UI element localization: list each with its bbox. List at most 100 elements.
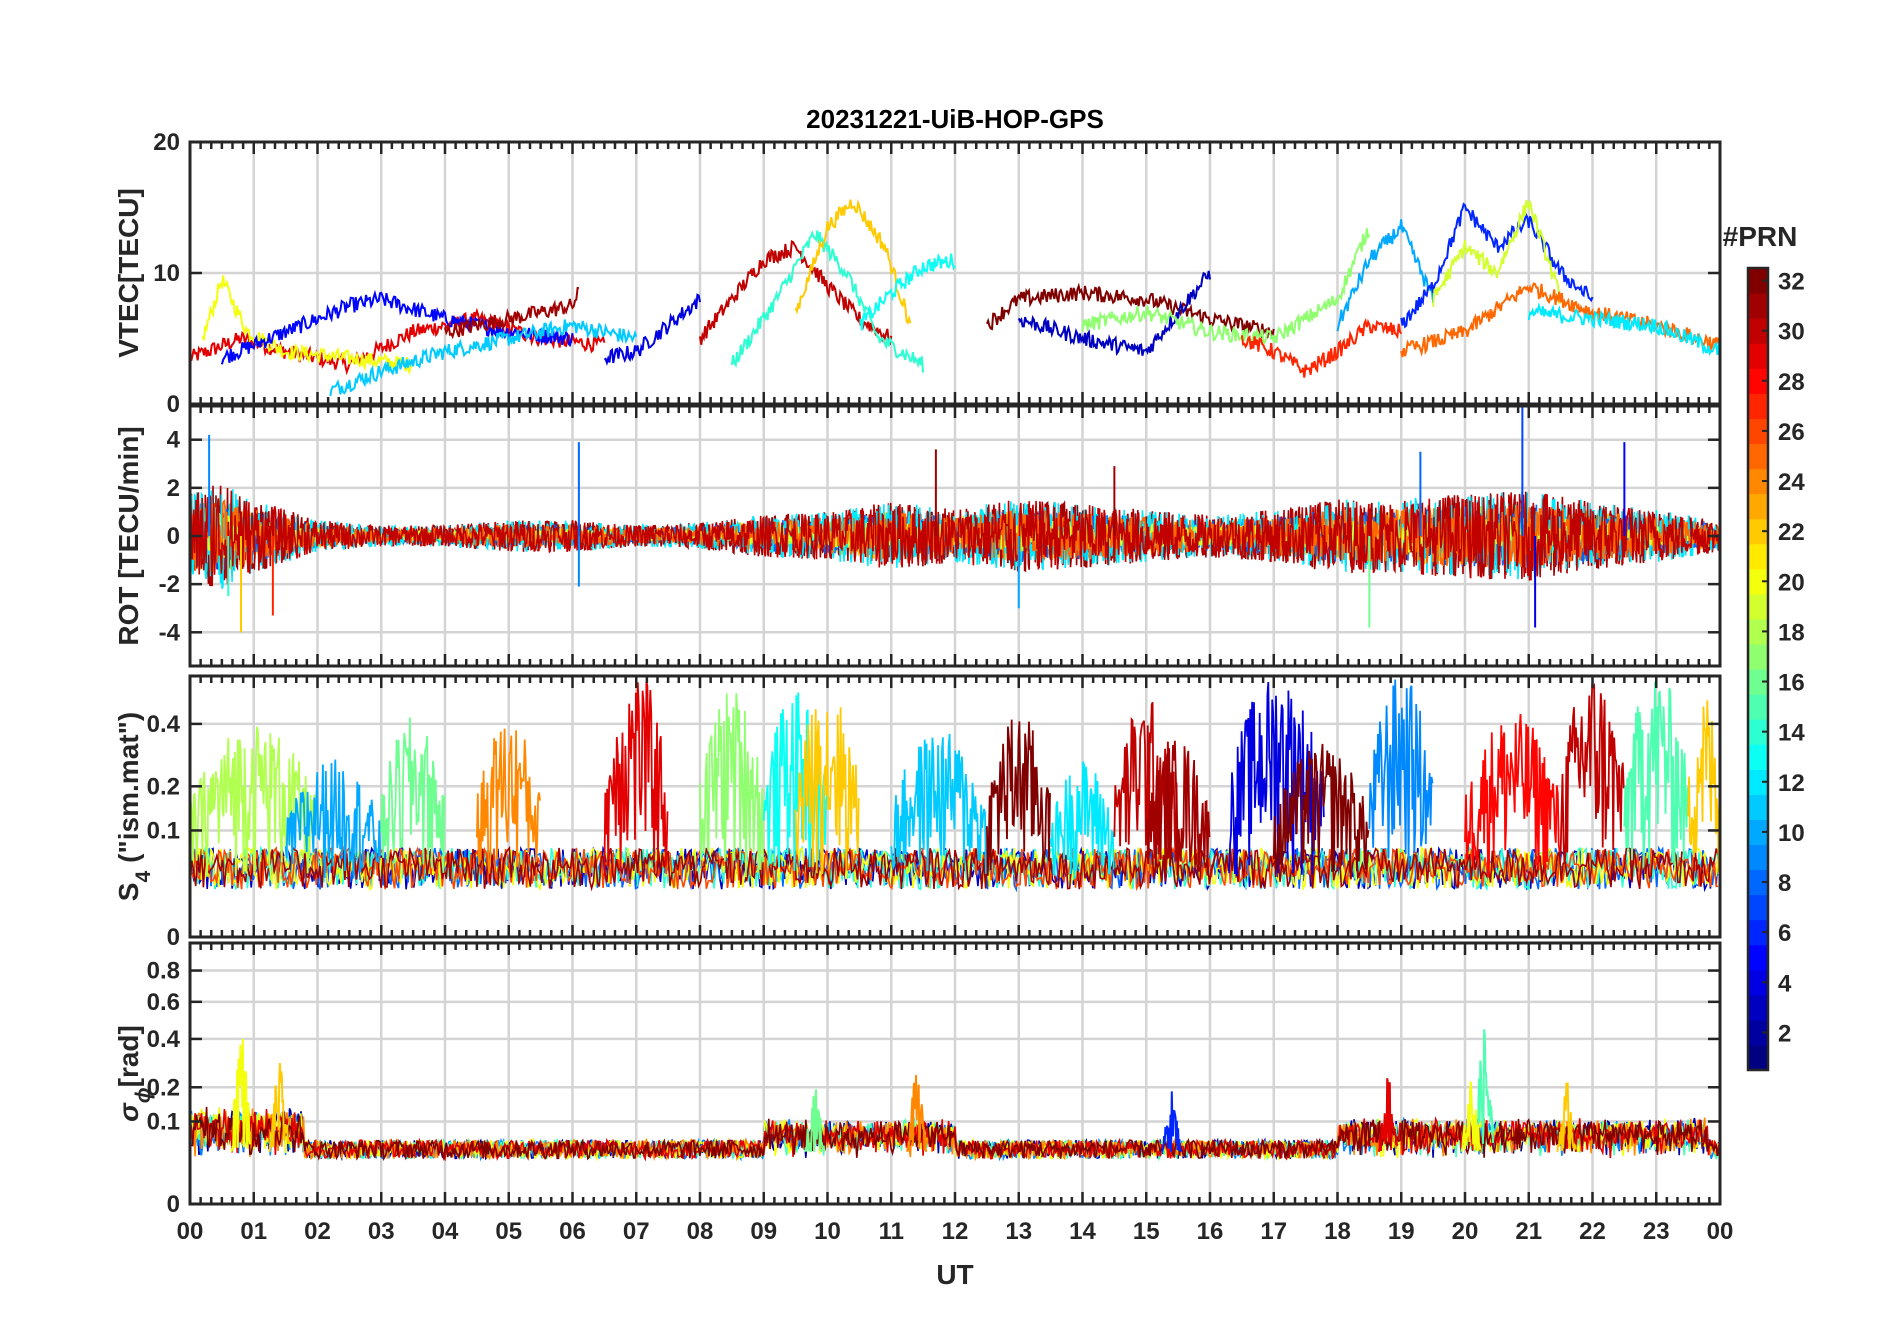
- colorbar-swatch-prn-11: [1748, 794, 1768, 820]
- s4-burst-prn-12: [1049, 761, 1115, 879]
- series-prn-31: [444, 287, 579, 340]
- y-tick-label: 0.2: [147, 1074, 180, 1101]
- colorbar-swatch-prn-31: [1748, 293, 1768, 319]
- x-tick-label: 00: [177, 1218, 204, 1245]
- y-tick-label: 0: [167, 1191, 180, 1218]
- y-tick-label: 0.6: [147, 989, 180, 1016]
- colorbar-swatch-prn-25: [1748, 443, 1768, 470]
- sigma-spike-prn-16: [804, 1089, 826, 1153]
- colorbar-swatch-prn-19: [1748, 593, 1768, 620]
- y-axis-label-sigma_phi: σϕ[rad]: [113, 1025, 155, 1122]
- colorbar-tick-label: 12: [1778, 770, 1805, 797]
- x-tick-label: 21: [1515, 1218, 1542, 1245]
- sigma-spike-prn-24: [906, 1075, 928, 1153]
- colorbar-tick-label: 20: [1778, 569, 1805, 596]
- x-axis-label: UT: [936, 1259, 973, 1290]
- series-prn-27: [1240, 317, 1403, 378]
- y-tick-label: 0: [167, 391, 180, 418]
- axes-frame-sigma_phi: [188, 941, 1722, 1206]
- colorbar-swatch-prn-5: [1748, 944, 1768, 971]
- s4-burst-prn-11: [890, 733, 987, 874]
- colorbar-swatch-prn-7: [1748, 894, 1768, 921]
- y-tick-label: 0.1: [147, 817, 180, 844]
- panel-sigma_phi: 0 0.1 0.2 0.4 0.6 0.8 σϕ[rad] 00 01 02 03 04 05 06 07 0…: [113, 941, 1733, 1290]
- colorbar-swatch-prn-30: [1748, 318, 1768, 344]
- s4-burst-prn-24: [476, 728, 541, 874]
- s4-burst-prn-15: [1623, 681, 1689, 868]
- x-tick-label: 15: [1133, 1218, 1160, 1245]
- sigma-spike-prn-29: [1377, 1078, 1399, 1152]
- colorbar-tick-label: 26: [1778, 419, 1805, 446]
- series-prn-31: [190, 845, 1719, 892]
- colorbar-swatch-prn-28: [1748, 368, 1768, 394]
- colorbar-swatch-prn-13: [1748, 744, 1768, 770]
- plot-area-rot: [190, 406, 1720, 633]
- colorbar-swatch-prn-8: [1748, 869, 1768, 896]
- chart-title: 20231221-UiB-HOP-GPS: [806, 104, 1104, 134]
- y-tick-label: 2: [167, 475, 180, 502]
- colorbar-swatch-prn-4: [1748, 969, 1768, 996]
- y-label-main: S: [113, 883, 144, 902]
- series-prn-3: [1017, 270, 1211, 357]
- x-tick-label: 05: [495, 1218, 522, 1245]
- series-prn-13: [858, 252, 956, 331]
- y-label-rest: [rad]: [113, 1025, 144, 1087]
- series-prn-17: [1081, 228, 1371, 347]
- colorbar-swatch-prn-15: [1748, 694, 1768, 720]
- s4-burst-prn-28: [1464, 713, 1561, 877]
- colorbar-tick-label: 2: [1778, 1020, 1791, 1047]
- x-tick-label: 12: [942, 1218, 969, 1245]
- series-prn-14: [730, 230, 925, 373]
- colorbar-tick-label: 16: [1778, 670, 1805, 697]
- y-tick-label: 0.4: [147, 1026, 181, 1053]
- s4-burst-prn-31: [1145, 740, 1211, 877]
- x-tick-label: 20: [1452, 1218, 1479, 1245]
- y-label-sub: 4: [132, 871, 155, 883]
- colorbar-swatch-prn-17: [1748, 643, 1768, 670]
- colorbar-tick-label: 8: [1778, 870, 1791, 897]
- s4-burst-prn-18: [190, 726, 319, 877]
- plot-area-s4: [190, 679, 1720, 893]
- sigma-spike-prn-20: [230, 1038, 251, 1153]
- colorbar-swatch-prn-10: [1748, 819, 1768, 846]
- colorbar-tick-label: 4: [1778, 970, 1792, 997]
- series-prn-22: [794, 199, 912, 325]
- x-tick-label: 23: [1643, 1218, 1670, 1245]
- colorbar-swatch-prn-27: [1748, 393, 1768, 419]
- colorbar-swatch-prn-29: [1748, 343, 1768, 369]
- colorbar-swatch-prn-2: [1748, 1019, 1768, 1046]
- s4-burst-prn-29: [603, 681, 669, 877]
- x-tick-label: 16: [1197, 1218, 1224, 1245]
- colorbar-swatch-prn-32: [1748, 268, 1768, 294]
- x-tick-label: 06: [559, 1218, 586, 1245]
- sigma-spike-prn-6: [1161, 1091, 1183, 1153]
- s4-burst-prn-22: [794, 707, 860, 877]
- x-tick-label: 01: [240, 1218, 267, 1245]
- x-tick-label: 17: [1260, 1218, 1287, 1245]
- y-tick-label: 4: [167, 427, 181, 454]
- s4-burst-prn-32: [1272, 743, 1370, 877]
- colorbar-tick-label: 32: [1778, 269, 1805, 296]
- colorbar-swatch-prn-20: [1748, 568, 1768, 595]
- colorbar-tick-label: 18: [1778, 619, 1805, 646]
- series-prn-4: [603, 293, 701, 366]
- colorbar-swatch-prn-26: [1748, 418, 1768, 445]
- series-prn-11: [329, 319, 638, 397]
- s4-burst-prn-16: [380, 717, 446, 873]
- panel-vtec: 0 10 20 VTEC[TECU]: [113, 129, 1722, 418]
- x-tick-label: 18: [1324, 1218, 1351, 1245]
- colorbar-swatch-prn-23: [1748, 493, 1768, 520]
- series-prn-30: [190, 490, 1720, 587]
- colorbar-swatch-prn-21: [1748, 543, 1768, 570]
- x-tick-label: 14: [1069, 1218, 1096, 1245]
- s4-burst-prn-32: [986, 719, 1051, 876]
- colorbar-swatch-prn-9: [1748, 844, 1768, 871]
- sigma-spike-prn-22: [268, 1062, 290, 1152]
- series-prn-12: [1527, 302, 1720, 356]
- x-tick-label: 22: [1579, 1218, 1606, 1245]
- colorbar-swatch-prn-14: [1748, 719, 1768, 745]
- colorbar-label: #PRN: [1723, 221, 1798, 252]
- colorbar-swatch-prn-16: [1748, 669, 1768, 695]
